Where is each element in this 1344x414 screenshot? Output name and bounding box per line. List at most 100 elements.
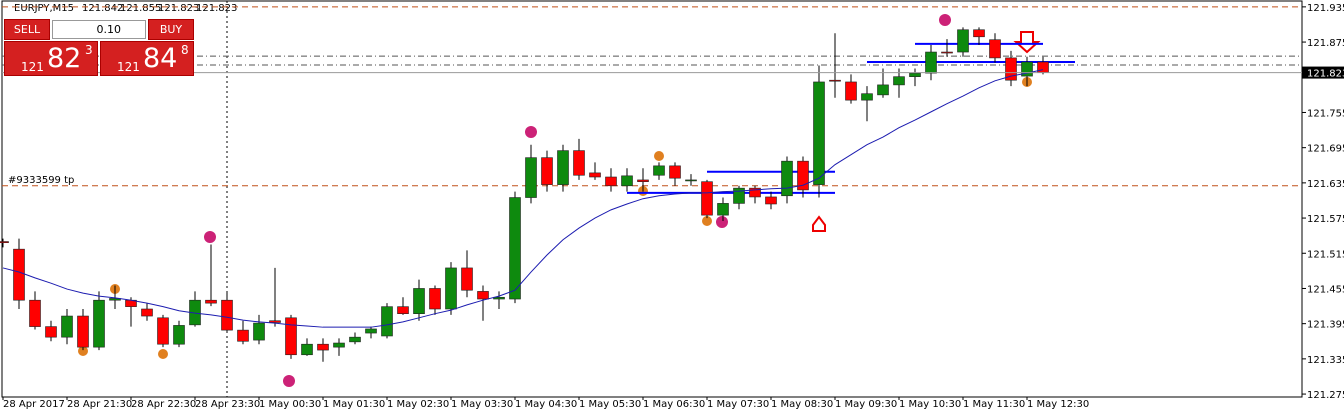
- y-tick-label: 121.635: [1307, 179, 1344, 190]
- candle-body: [461, 267, 473, 291]
- candle-body: [173, 325, 185, 345]
- candle-body: [717, 203, 729, 216]
- buy-price[interactable]: 121 84 8: [100, 41, 194, 76]
- candle-body: [669, 165, 681, 179]
- candle-body: [733, 187, 745, 204]
- candle-body: [45, 326, 57, 338]
- price-big: 82: [47, 43, 82, 74]
- trade-icon: [702, 216, 712, 226]
- candle-body: [637, 179, 649, 182]
- sell-price[interactable]: 121 82 3: [4, 41, 98, 76]
- candle-body: [445, 267, 457, 310]
- candle-body: [701, 181, 713, 216]
- x-tick-label: 1 May 07:30: [707, 399, 769, 410]
- candle-body: [77, 315, 89, 348]
- candle-body: [0, 241, 9, 244]
- candle-body: [13, 248, 25, 301]
- y-tick-label: 121.395: [1307, 320, 1344, 331]
- candle-body: [205, 299, 217, 304]
- candle-body: [365, 328, 377, 334]
- buy-button[interactable]: BUY: [148, 19, 194, 40]
- y-tick-label: 121.275: [1307, 390, 1344, 401]
- x-tick-label: 1 May 01:30: [323, 399, 385, 410]
- candle-body: [989, 39, 1001, 59]
- x-tick-label: 28 Apr 21:30: [67, 399, 132, 410]
- candle-body: [845, 81, 857, 101]
- candle-body: [1005, 57, 1017, 81]
- x-tick-label: 1 May 05:30: [579, 399, 641, 410]
- candle-body: [781, 160, 793, 197]
- candle-body: [589, 172, 601, 178]
- level-label: #9333599 tp: [8, 175, 74, 186]
- candle-body: [253, 322, 265, 341]
- candle-body: [941, 51, 953, 54]
- candle-body: [621, 175, 633, 187]
- event-icon: [283, 375, 295, 387]
- trade-icon: [654, 151, 664, 161]
- candle-body: [349, 336, 361, 343]
- candle-body: [685, 179, 697, 182]
- candle-body: [413, 288, 425, 314]
- candle-body: [605, 176, 617, 187]
- candle-body: [477, 291, 489, 300]
- candle-body: [237, 329, 249, 342]
- candle-body: [93, 299, 105, 348]
- x-tick-label: 1 May 00:30: [259, 399, 321, 410]
- price-big: 84: [143, 43, 178, 74]
- header-symbol: EURJPY,M15: [14, 3, 74, 14]
- price-prefix: 121: [21, 60, 44, 74]
- x-tick-label: 1 May 06:30: [643, 399, 705, 410]
- candle-body: [509, 197, 521, 300]
- candle-body: [221, 299, 233, 331]
- current-price-box: [1302, 66, 1344, 79]
- sell-button[interactable]: SELL: [4, 19, 50, 40]
- buy-arrow: [812, 215, 826, 232]
- moving-average: [2, 69, 1044, 328]
- plot-frame: [1, 0, 1303, 398]
- current-price-label: 121.823: [1307, 69, 1344, 80]
- candle-body: [317, 343, 329, 351]
- candle-body: [909, 72, 921, 77]
- y-tick-label: 121.695: [1307, 144, 1344, 155]
- candle-body: [61, 315, 73, 338]
- header-quote: 121.855: [120, 3, 161, 14]
- candle-body: [157, 317, 169, 345]
- candle-body: [877, 84, 889, 96]
- candle-body: [749, 187, 761, 198]
- candle-body: [797, 160, 809, 191]
- candle-body: [557, 150, 569, 185]
- candle-body: [397, 306, 409, 314]
- candle-body: [957, 29, 969, 53]
- x-tick-label: 1 May 12:30: [1027, 399, 1089, 410]
- y-tick-label: 121.515: [1307, 249, 1344, 260]
- candle-body: [973, 29, 985, 38]
- candle-body: [269, 320, 281, 323]
- y-tick-label: 121.575: [1307, 214, 1344, 225]
- x-tick-label: 28 Apr 2017: [3, 399, 65, 410]
- candle-body: [109, 298, 121, 301]
- candle-body: [333, 342, 345, 348]
- candle-body: [813, 81, 825, 185]
- header-quote: 121.823: [158, 3, 199, 14]
- x-tick-label: 28 Apr 22:30: [131, 399, 196, 410]
- trade-icon: [78, 346, 88, 356]
- y-tick-label: 121.935: [1307, 3, 1344, 14]
- candle-body: [573, 150, 585, 176]
- candle-body: [765, 196, 777, 205]
- x-tick-label: 1 May 08:30: [771, 399, 833, 410]
- x-tick-label: 1 May 04:30: [515, 399, 577, 410]
- candle-body: [141, 308, 153, 317]
- event-icon: [939, 14, 951, 26]
- price-prefix: 121: [117, 60, 140, 74]
- lot-input[interactable]: 0.10: [52, 20, 146, 39]
- y-tick-label: 121.755: [1307, 108, 1344, 119]
- header-quote: 121.823: [196, 3, 237, 14]
- candle-body: [525, 157, 537, 198]
- candle-body: [541, 157, 553, 185]
- y-tick-label: 121.455: [1307, 284, 1344, 295]
- candle-body: [301, 343, 313, 356]
- x-tick-label: 1 May 09:30: [835, 399, 897, 410]
